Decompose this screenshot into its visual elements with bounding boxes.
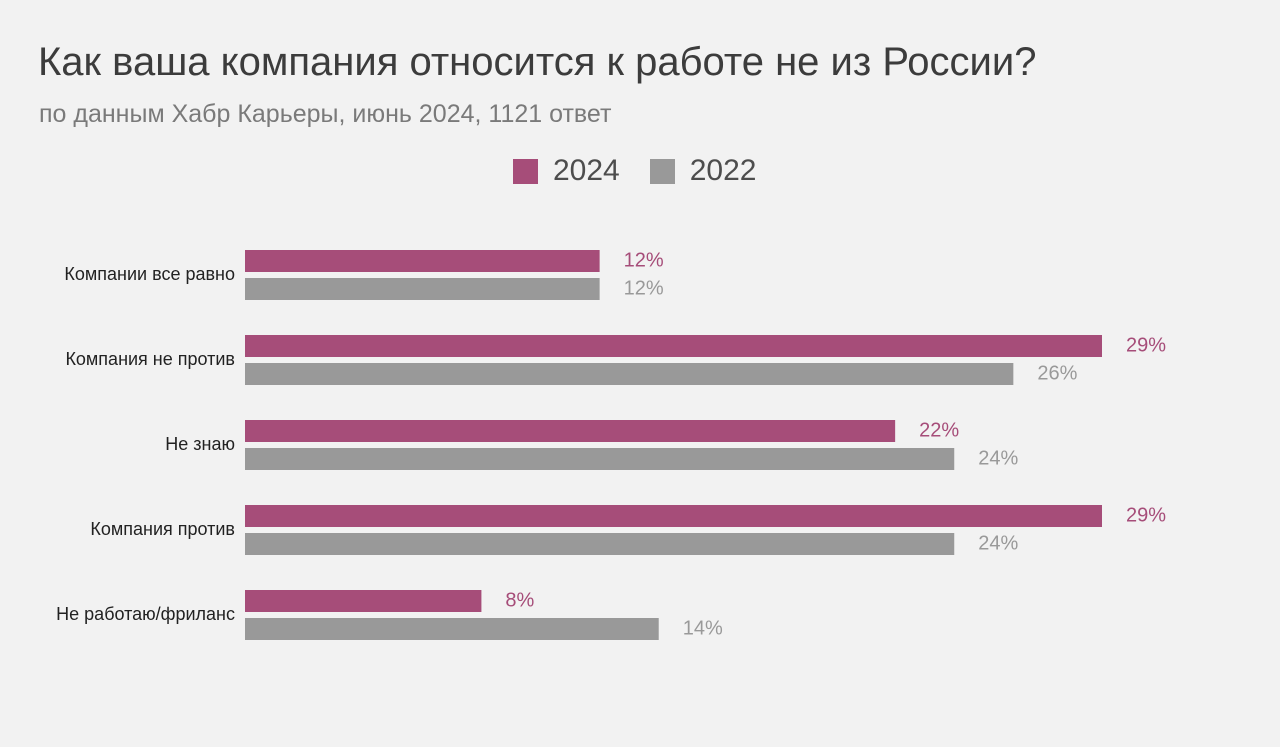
data-label-2024-3: 22%: [919, 419, 959, 441]
data-label-2022-2: 26%: [1037, 362, 1077, 384]
data-label-2024-5: 8%: [505, 589, 534, 611]
category-label-4: Компания против: [90, 519, 235, 539]
data-label-2022-4: 24%: [978, 532, 1018, 554]
data-label-2024-4: 29%: [1126, 504, 1166, 526]
chart-legend: 2024 2022: [513, 154, 787, 188]
legend-swatch-2024: [513, 158, 538, 184]
data-label-2024-2: 29%: [1126, 334, 1166, 356]
legend-item-2024: 2024: [513, 154, 620, 188]
category-label-2: Компания не против: [65, 349, 235, 369]
bar-2024-3: [245, 420, 896, 442]
bar-2022-4: [245, 533, 955, 555]
data-label-2022-3: 24%: [978, 447, 1018, 469]
category-label-3: Не знаю: [165, 434, 235, 454]
bar-2024-2: [245, 335, 1102, 357]
data-label-2022-5: 14%: [683, 617, 723, 639]
bar-2022-3: [245, 448, 955, 470]
category-label-5: Не работаю/фриланс: [56, 604, 235, 624]
bar-2022-2: [245, 363, 1014, 385]
data-label-2022-1: 12%: [624, 277, 664, 299]
category-label-1: Компании все равно: [64, 264, 235, 284]
legend-item-2022: 2022: [649, 154, 757, 188]
bar-2024-5: [245, 590, 482, 612]
legend-label-2024: 2024: [553, 154, 620, 187]
legend-label-2022: 2022: [689, 154, 757, 187]
bar-2022-5: [245, 618, 659, 640]
bar-2024-1: [245, 250, 600, 272]
legend-swatch-2022: [649, 158, 675, 184]
chart-title: Как ваша компания относится к работе не …: [38, 40, 1037, 84]
data-label-2024-1: 12%: [624, 249, 664, 271]
bar-2022-1: [245, 278, 600, 300]
chart-subtitle: по данным Хабр Карьеры, июнь 2024, 1121 …: [39, 100, 612, 128]
bar-2024-4: [245, 505, 1102, 527]
